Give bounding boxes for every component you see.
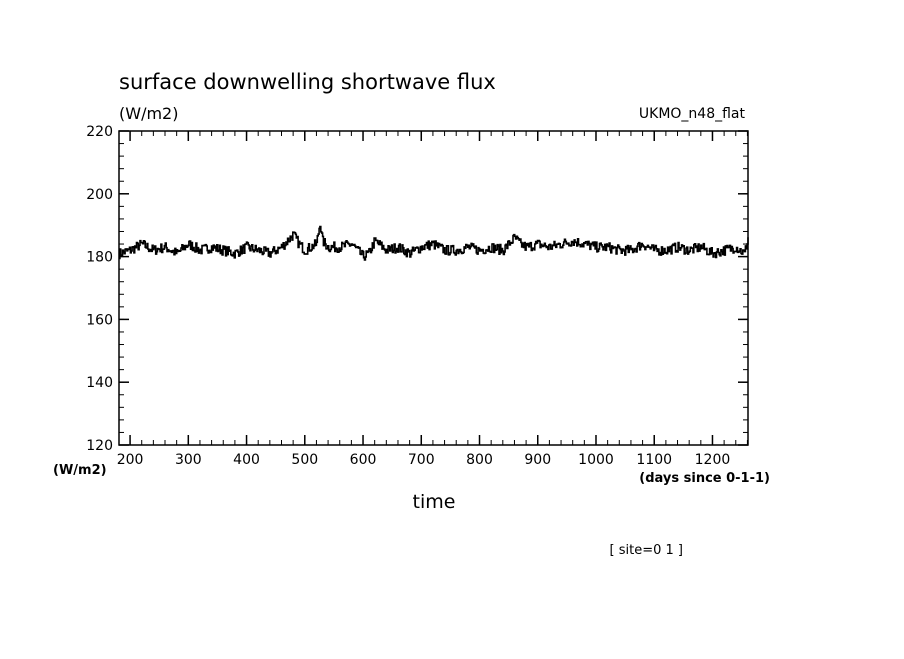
y-tick-label: 160 xyxy=(86,312,113,328)
x-tick-label: 800 xyxy=(466,452,493,468)
x-tick-label: 300 xyxy=(175,452,202,468)
plot-frame xyxy=(118,130,749,446)
x-tick-label: 200 xyxy=(117,452,144,468)
series-line xyxy=(119,225,749,261)
chart-title: surface downwelling shortwave flux xyxy=(119,70,496,94)
y-axis-units-label: (W/m2) xyxy=(53,463,107,478)
x-tick-label: 400 xyxy=(233,452,260,468)
model-label: UKMO_n48_flat xyxy=(639,106,746,122)
plot-area xyxy=(119,225,749,261)
y-tick-label: 140 xyxy=(86,375,113,391)
axis-ticks xyxy=(119,130,748,446)
y-tick-label: 120 xyxy=(86,438,113,454)
x-tick-label: 600 xyxy=(350,452,377,468)
x-tick-label: 1000 xyxy=(578,452,614,468)
x-tick-label: 500 xyxy=(291,452,318,468)
tick-labels: 200 300 400 500 600 700 800 900 1000 1100 1200 120 1… xyxy=(86,124,730,468)
y-tick-label: 180 xyxy=(86,250,113,266)
x-tick-label: 700 xyxy=(408,452,435,468)
footer-label: [ site=0 1 ] xyxy=(610,543,683,558)
y-tick-label: 220 xyxy=(86,124,113,140)
x-tick-label: 1200 xyxy=(695,452,731,468)
x-tick-label: 900 xyxy=(524,452,551,468)
x-axis-title: time xyxy=(413,491,456,513)
units-label: (W/m2) xyxy=(119,104,178,123)
x-tick-label: 1100 xyxy=(636,452,672,468)
x-units-label: (days since 0-1-1) xyxy=(639,471,770,486)
y-tick-label: 200 xyxy=(86,187,113,203)
